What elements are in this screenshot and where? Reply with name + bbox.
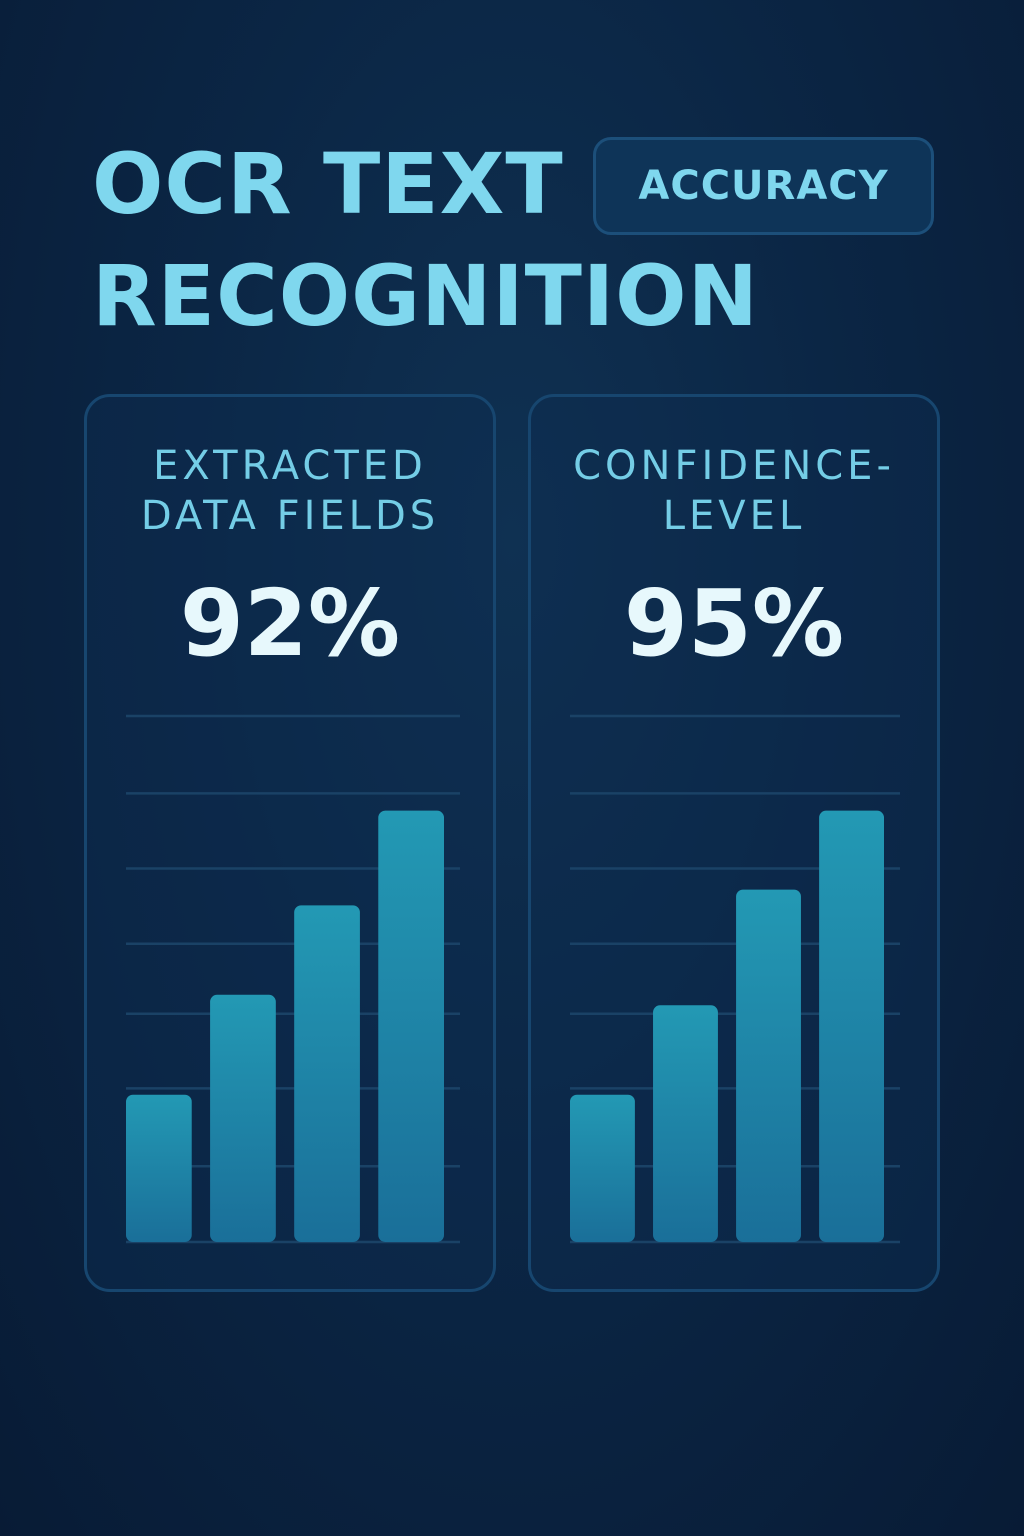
- bar-2: [653, 1005, 718, 1242]
- card-label: EXTRACTED DATA FIELDS: [87, 441, 493, 541]
- bar-chart-1: [126, 714, 460, 1244]
- bar-4: [819, 810, 884, 1242]
- bar-3: [736, 889, 801, 1242]
- bar-3: [294, 905, 360, 1242]
- card-label-line-2: LEVEL: [662, 493, 806, 539]
- card-label-line-1: EXTRACTED: [153, 443, 427, 489]
- page-title-line-1: OCR TEXT: [92, 135, 564, 233]
- bar-4: [378, 810, 444, 1242]
- bar-1: [126, 1094, 192, 1242]
- page-title-line-2: RECOGNITION: [92, 247, 759, 345]
- accuracy-badge: ACCURACY: [593, 137, 934, 235]
- card-value: 95%: [623, 570, 845, 677]
- card-label-line-1: CONFIDENCE-: [573, 443, 895, 489]
- bar-1: [570, 1094, 635, 1242]
- bar-2: [210, 994, 276, 1242]
- card-value: 92%: [179, 570, 401, 677]
- page-title: OCR TEXT RECOGNITION: [92, 128, 759, 352]
- card-label: CONFIDENCE- LEVEL: [531, 441, 937, 541]
- card-label-line-2: DATA FIELDS: [140, 493, 440, 539]
- bar-chart-2: [570, 714, 900, 1244]
